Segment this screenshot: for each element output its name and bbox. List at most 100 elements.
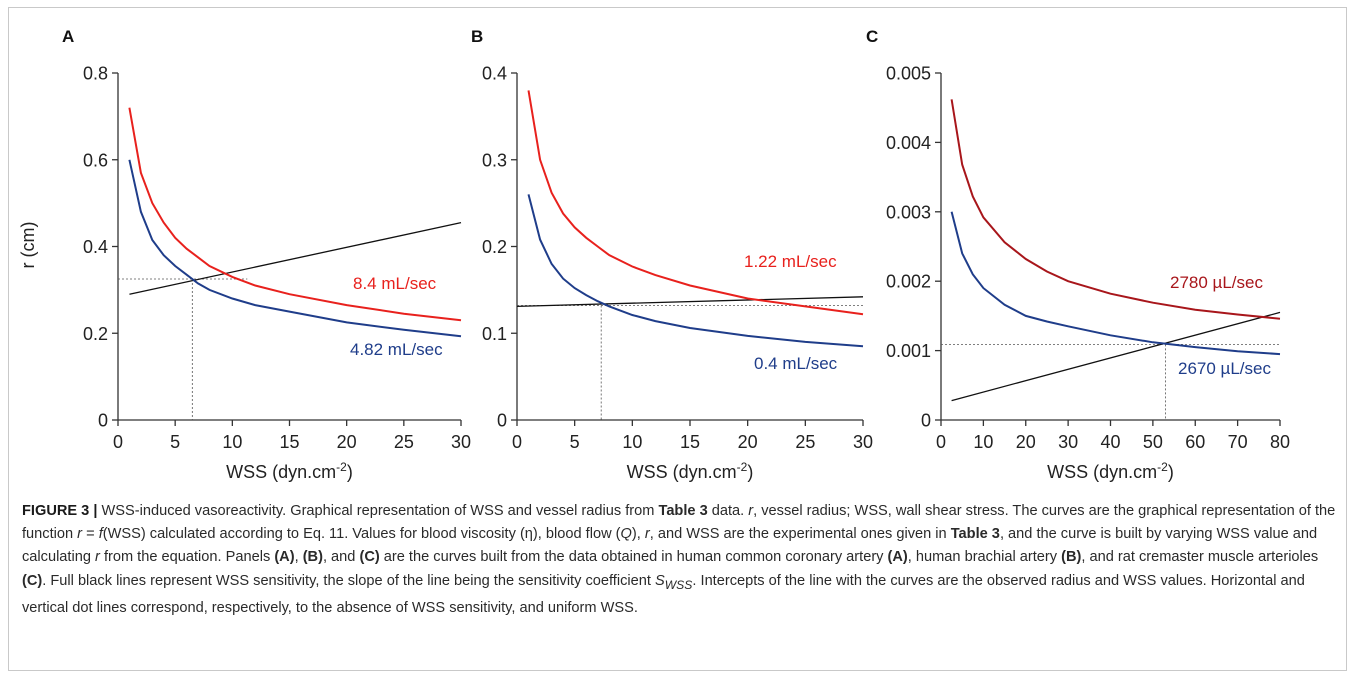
flow-curve: [128, 107, 462, 322]
x-tick-label: 30: [451, 432, 471, 452]
y-tick-label: 0.2: [83, 324, 108, 344]
x-tick-label: 20: [337, 432, 357, 452]
x-tick-label: 25: [394, 432, 414, 452]
caption-text: . Full black lines represent WSS sensiti…: [42, 572, 655, 589]
curve-label: 2780 µL/sec: [1170, 273, 1263, 292]
y-tick-label: 0.002: [886, 272, 931, 292]
y-tick-label: 0.004: [886, 133, 931, 153]
caption-text: , human brachial artery: [907, 549, 1062, 566]
y-tick-label: 0.6: [83, 150, 108, 170]
x-tick-label: 0: [113, 432, 123, 452]
x-tick-label: 10: [222, 432, 242, 452]
caption-text: are the curves built from the data obtai…: [379, 549, 888, 566]
y-tick-label: 0.3: [482, 150, 507, 170]
y-tick-label: 0: [921, 411, 931, 431]
caption-text: ),: [631, 526, 645, 543]
caption-italic-r: r: [748, 503, 754, 519]
caption-text: . Intercepts of the line with the curves…: [22, 572, 1305, 616]
x-tick-label: 15: [680, 432, 700, 452]
x-tick-label: 5: [570, 432, 580, 452]
panel-b: B 0 0.1 0.2 0.3 0.4 0 5 10 15 20 25 30 WSS (dyn.cm-2)…: [471, 27, 873, 482]
caption-panel-ref: (B): [302, 549, 323, 566]
caption-text: , and: [322, 549, 360, 566]
flow-curve: [527, 194, 864, 348]
caption-table-ref: Table 3: [658, 503, 708, 519]
caption-text: ,: [294, 549, 303, 566]
panel-letter: B: [471, 27, 483, 46]
caption-text: , and WSS are the experimental ones give…: [649, 526, 951, 543]
sensitivity-line: [516, 296, 864, 308]
y-tick-label: 0: [497, 411, 507, 431]
curve-label: 8.4 mL/sec: [353, 274, 437, 293]
caption-italic-r: r: [95, 549, 100, 566]
caption-italic-f: f: [98, 526, 103, 543]
x-tick-label: 60: [1185, 432, 1205, 452]
caption-italic-r: r: [77, 526, 83, 543]
caption-panel-ref: (B): [1061, 549, 1082, 566]
figure-caption: FIGURE 3 | WSS-induced vasoreactivity. G…: [22, 500, 1340, 620]
x-tick-label: 25: [795, 432, 815, 452]
caption-table-ref: Table 3: [950, 526, 1000, 543]
x-tick-label: 80: [1270, 432, 1290, 452]
caption-italic-r: r: [644, 526, 650, 543]
caption-text: data.: [707, 503, 749, 519]
x-tick-label: 40: [1100, 432, 1120, 452]
caption-text: from the equation. Panels: [99, 549, 275, 566]
y-tick-label: 0.001: [886, 341, 931, 361]
x-tick-label: 15: [279, 432, 299, 452]
caption-sub-wss: WSS: [664, 577, 693, 592]
caption-panel-ref: (C): [359, 549, 380, 566]
curve-label: 4.82 mL/sec: [350, 340, 443, 359]
x-tick-label: 30: [1058, 432, 1078, 452]
flow-curve: [950, 99, 1281, 320]
y-tick-label: 0.4: [83, 237, 108, 257]
panel-letter: A: [62, 27, 74, 46]
x-tick-label: 10: [622, 432, 642, 452]
caption-text: , vessel radius; WSS, wall shear stress.…: [22, 503, 1336, 543]
flow-curve: [950, 211, 1281, 356]
x-axis-label: WSS (dyn.cm-2): [226, 460, 353, 482]
caption-panel-ref: (A): [274, 549, 295, 566]
sensitivity-line: [129, 222, 462, 295]
x-tick-label: 0: [512, 432, 522, 452]
caption-italic-q: Q: [620, 526, 632, 543]
y-tick-label: 0.1: [482, 324, 507, 344]
x-tick-label: 70: [1228, 432, 1248, 452]
caption-panel-ref: (A): [887, 549, 908, 566]
x-tick-label: 20: [1016, 432, 1036, 452]
figure-frame: [8, 7, 1347, 671]
caption-text: WSS-induced vasoreactivity. Graphical re…: [97, 503, 659, 519]
x-tick-label: 5: [170, 432, 180, 452]
y-tick-label: 0: [98, 411, 108, 431]
curve-label: 0.4 mL/sec: [754, 354, 838, 373]
x-tick-label: 20: [738, 432, 758, 452]
curve-label: 2670 µL/sec: [1178, 359, 1271, 378]
figure-panels: A 0 0.2 0.4 0.6 0.8 0 5 10 15 20 25 30 WSS (dyn.cm-2)…: [18, 27, 1290, 482]
y-tick-label: 0.005: [886, 64, 931, 84]
curve-label: 1.22 mL/sec: [744, 252, 837, 271]
panel-letter: C: [866, 27, 878, 46]
sensitivity-line: [951, 311, 1281, 402]
y-tick-label: 0.4: [482, 64, 507, 84]
caption-text: , and rat cremaster muscle arterioles: [1081, 549, 1319, 566]
panel-a: A 0 0.2 0.4 0.6 0.8 0 5 10 15 20 25 30 WSS (dyn.cm-2)…: [18, 27, 471, 482]
x-tick-label: 10: [973, 432, 993, 452]
caption-text: , and the curve is built by varying WSS …: [22, 526, 1318, 566]
x-axis-label: WSS (dyn.cm-2): [1047, 460, 1174, 482]
x-axis-label: WSS (dyn.cm-2): [627, 460, 754, 482]
flow-curve: [128, 159, 462, 338]
caption-text: =: [82, 526, 99, 543]
y-tick-label: 0.2: [482, 237, 507, 257]
caption-panel-ref: (C): [22, 572, 43, 589]
caption-italic-s: S: [654, 572, 665, 589]
y-tick-label: 0.003: [886, 202, 931, 222]
caption-text: (WSS) calculated according to Eq. 11. Va…: [102, 526, 621, 543]
panel-c: C 0 0.001 0.002 0.003 0.004 0.005 0 10 20 30 40 50 60…: [866, 27, 1290, 482]
x-tick-label: 30: [853, 432, 873, 452]
caption-figure-label: FIGURE 3 |: [22, 503, 98, 519]
y-axis-label: r (cm): [18, 222, 38, 269]
flow-curve: [527, 90, 864, 316]
x-tick-label: 0: [936, 432, 946, 452]
x-tick-label: 50: [1143, 432, 1163, 452]
y-tick-label: 0.8: [83, 64, 108, 84]
